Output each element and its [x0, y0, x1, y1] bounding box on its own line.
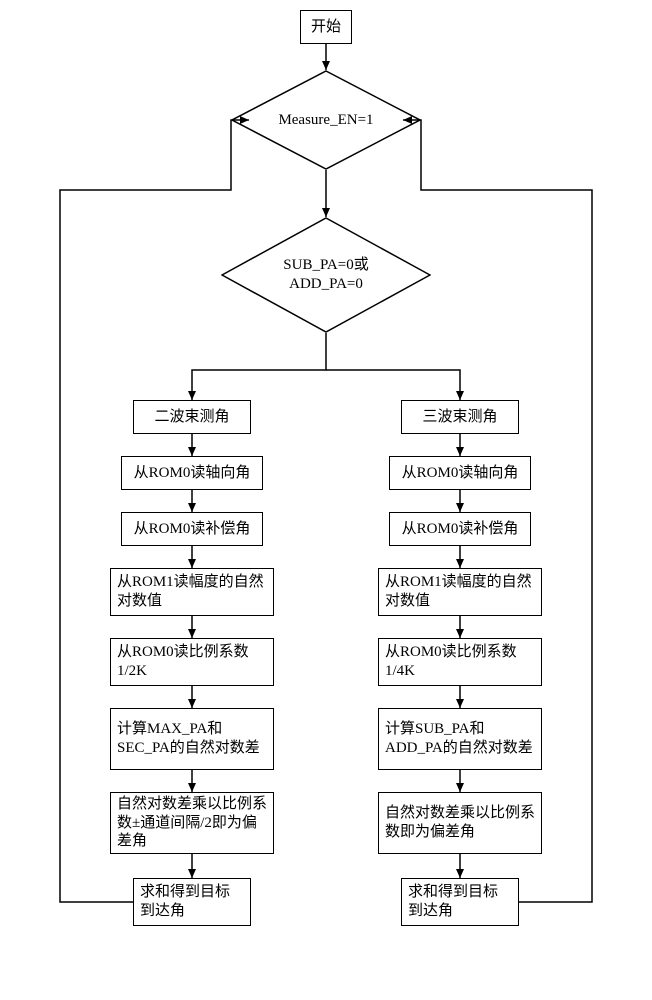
node-label: Measure_EN=1: [278, 111, 373, 130]
node-r5: 计算SUB_PA和ADD_PA的自然对数差: [378, 708, 542, 770]
node-label: 从ROM0读比例系数1/4K: [385, 643, 535, 681]
node-label: 从ROM1读幅度的自然对数值: [385, 573, 535, 611]
node-l7: 求和得到目标到达角: [133, 878, 251, 926]
node-l3: 从ROM1读幅度的自然对数值: [110, 568, 274, 616]
node-r0: 三波束测角: [401, 400, 519, 434]
node-r6: 自然对数差乘以比例系数即为偏差角: [378, 792, 542, 854]
node-label: 二波束测角: [154, 408, 229, 427]
node-label: 从ROM0读轴向角: [402, 464, 519, 483]
node-label: 从ROM1读幅度的自然对数值: [117, 573, 267, 611]
flowchart-canvas: 开始 Measure_EN=1 SUB_PA=0或ADD_PA=0 二波束测角从ROM…: [0, 0, 652, 1000]
node-l5: 计算MAX_PA和SEC_PA的自然对数差: [110, 708, 274, 770]
node-label: 自然对数差乘以比例系数±通道间隔/2即为偏差角: [117, 795, 267, 851]
node-l4: 从ROM0读比例系数1/2K: [110, 638, 274, 686]
node-r1: 从ROM0读轴向角: [389, 456, 531, 490]
node-label: 自然对数差乘以比例系数即为偏差角: [385, 804, 535, 842]
node-label: 求和得到目标到达角: [408, 883, 512, 921]
node-label: 三波束测角: [422, 408, 497, 427]
node-label: 从ROM0读比例系数1/2K: [117, 643, 267, 681]
node-l2: 从ROM0读补偿角: [121, 512, 263, 546]
node-start: 开始: [300, 10, 352, 44]
node-label: 从ROM0读轴向角: [134, 464, 251, 483]
node-label: 从ROM0读补偿角: [402, 520, 519, 539]
node-d1: Measure_EN=1: [231, 70, 421, 170]
node-r4: 从ROM0读比例系数1/4K: [378, 638, 542, 686]
node-label: SUB_PA=0或ADD_PA=0: [283, 256, 368, 294]
node-r3: 从ROM1读幅度的自然对数值: [378, 568, 542, 616]
node-l1: 从ROM0读轴向角: [121, 456, 263, 490]
node-l6: 自然对数差乘以比例系数±通道间隔/2即为偏差角: [110, 792, 274, 854]
edge: [192, 333, 326, 400]
edge: [326, 370, 460, 400]
node-r2: 从ROM0读补偿角: [389, 512, 531, 546]
node-label: 开始: [311, 18, 341, 37]
node-l0: 二波束测角: [133, 400, 251, 434]
node-r7: 求和得到目标到达角: [401, 878, 519, 926]
node-label: 计算SUB_PA和ADD_PA的自然对数差: [385, 720, 535, 758]
node-label: 计算MAX_PA和SEC_PA的自然对数差: [117, 720, 267, 758]
node-label: 从ROM0读补偿角: [134, 520, 251, 539]
edge: [403, 120, 592, 902]
node-label: 求和得到目标到达角: [140, 883, 244, 921]
node-d2: SUB_PA=0或ADD_PA=0: [221, 217, 431, 333]
